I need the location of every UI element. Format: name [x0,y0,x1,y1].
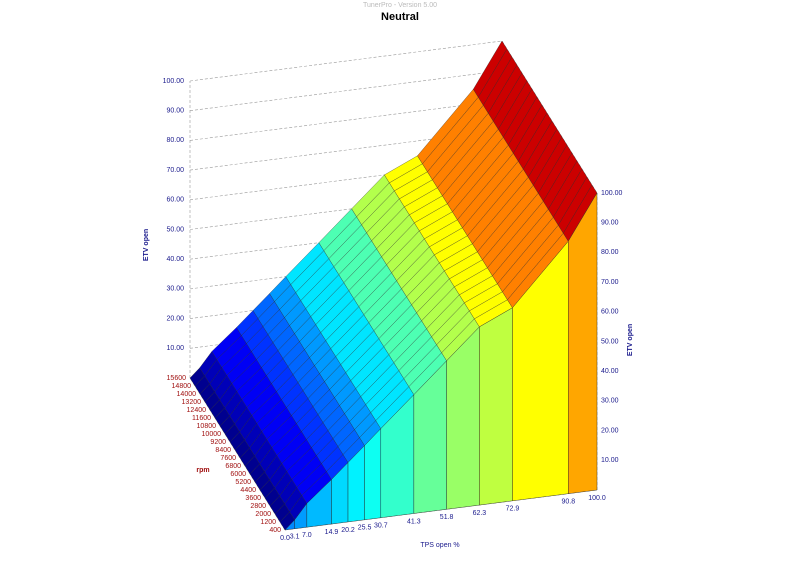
z-tick-label-right: 90.00 [601,220,619,227]
y-tick-label: 2800 [250,503,266,510]
x-axis-label: TPS open % [420,542,459,549]
window-title: TunerPro - Version 5.00 [363,2,437,9]
z-axis-label: ETV open [143,229,150,261]
y-tick-label: 14000 [177,391,197,398]
front-wall [479,307,513,506]
y-axis-label: rpm [196,467,209,474]
x-tick-label: 20.2 [341,527,355,534]
chart-title: Neutral [381,11,419,23]
z-tick-label-right: 20.00 [601,427,619,434]
z-tick-label: 80.00 [166,137,184,144]
y-tick-label: 7600 [220,455,236,462]
z-tick-label: 20.00 [166,315,184,322]
z-axis-label-right: ETV open [627,324,634,356]
z-tick-label-right: 80.00 [601,249,619,256]
z-tick-label: 100.00 [163,78,185,85]
x-tick-label: 72.9 [506,506,520,513]
y-tick-label: 6800 [225,463,241,470]
z-tick-label: 30.00 [166,286,184,293]
z-tick-label: 10.00 [166,345,184,352]
z-tick-label-right: 70.00 [601,279,619,286]
x-tick-label: 41.3 [407,518,421,525]
x-tick-label: 100.0 [588,495,606,502]
y-tick-label: 11600 [192,415,211,422]
y-tick-label: 15600 [167,375,187,382]
y-tick-label: 2000 [255,511,271,518]
y-tick-label: 12400 [187,407,207,414]
y-tick-label: 10800 [197,423,217,430]
z-tick-label: 90.00 [166,108,184,115]
y-tick-label: 14800 [172,383,192,390]
x-tick-label: 0.0 [280,535,290,542]
y-tick-label: 4400 [240,487,256,494]
x-tick-label: 25.5 [358,525,372,532]
x-tick-label: 30.7 [374,523,388,530]
z-tick-label-right: 50.00 [601,338,619,345]
z-tick-label-right: 100.00 [601,190,623,197]
front-wall [568,192,598,494]
y-tick-label: 13200 [182,399,202,406]
y-tick-label: 6000 [230,471,246,478]
z-tick-label: 60.00 [166,197,184,204]
x-tick-label: 14.9 [325,529,339,536]
z-tick-label: 50.00 [166,226,184,233]
x-tick-label: 7.0 [302,532,312,539]
y-tick-label: 5200 [235,479,251,486]
y-tick-label: 1200 [260,519,276,526]
x-tick-label: 3.1 [290,534,300,541]
x-tick-label: 90.8 [561,499,575,506]
z-tick-label-right: 10.00 [601,457,619,464]
y-tick-label: 9200 [210,439,226,446]
y-tick-label: 10000 [202,431,222,438]
y-tick-label: 8400 [215,447,231,454]
z-tick-label-right: 40.00 [601,368,619,375]
x-tick-label: 62.3 [473,510,487,517]
y-tick-label: 400 [269,527,281,534]
z-tick-label-right: 60.00 [601,309,619,316]
z-tick-label-right: 30.00 [601,398,619,405]
x-tick-label: 51.8 [440,514,454,521]
z-tick-label: 40.00 [166,256,184,263]
z-tick-label: 70.00 [166,167,184,174]
y-tick-label: 3600 [245,495,261,502]
